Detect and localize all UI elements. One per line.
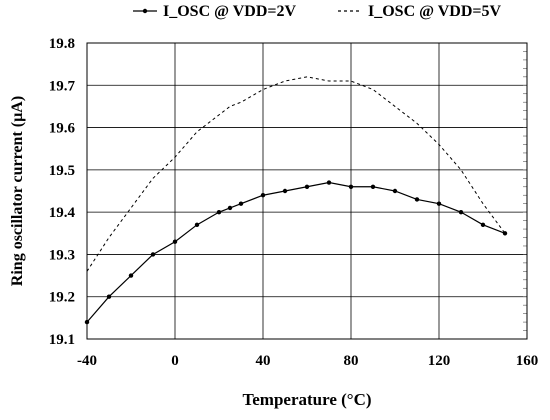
data-point xyxy=(227,205,233,211)
data-point xyxy=(238,201,244,206)
data-point xyxy=(436,201,442,206)
data-point xyxy=(370,184,376,189)
data-point xyxy=(128,273,134,278)
data-point xyxy=(282,188,288,194)
y-tick-label: 19.7 xyxy=(49,78,76,94)
y-tick-label: 19.2 xyxy=(49,290,75,306)
legend-marker xyxy=(142,8,148,14)
y-tick-label: 19.5 xyxy=(49,163,75,179)
data-point xyxy=(194,222,200,228)
y-tick-label: 19.6 xyxy=(49,121,76,137)
x-tick-label: 120 xyxy=(428,353,451,369)
x-tick-labels: -40 0 40 80 120 160 xyxy=(77,353,538,369)
y-axis-label: Ring oscillator current (µA) xyxy=(9,96,26,286)
legend: I_OSC @ VDD=2V I_OSC @ VDD=5V xyxy=(133,3,502,20)
data-point xyxy=(458,209,464,215)
legend-label: I_OSC @ VDD=5V xyxy=(368,3,502,20)
data-point xyxy=(414,197,420,202)
data-point xyxy=(172,239,178,244)
data-point xyxy=(392,188,398,194)
x-axis-label: Temperature (°C) xyxy=(242,390,371,409)
series-group xyxy=(84,76,508,325)
y-tick-label: 19.4 xyxy=(49,205,76,221)
y-tick-label: 19.1 xyxy=(49,332,75,348)
data-point xyxy=(216,209,222,215)
x-tick-label: 0 xyxy=(171,353,179,369)
plot-frame xyxy=(86,42,528,340)
data-point xyxy=(348,184,354,189)
data-point xyxy=(480,222,486,228)
x-tick-label: 160 xyxy=(516,353,539,369)
legend-label: I_OSC @ VDD=2V xyxy=(163,3,297,20)
series-line-2 xyxy=(86,76,506,272)
x-tick-label: -40 xyxy=(77,353,97,369)
grid-lines xyxy=(87,43,527,339)
y-tick-labels: 19.1 19.2 19.3 19.4 19.5 19.6 19.7 19.8 xyxy=(49,36,76,348)
y-tick-label: 19.8 xyxy=(49,36,75,52)
x-tick-label: 80 xyxy=(344,353,359,369)
data-point xyxy=(260,193,266,198)
data-point xyxy=(326,180,332,185)
x-tick-label: 40 xyxy=(256,353,271,369)
y-tick-label: 19.3 xyxy=(49,247,75,263)
data-point xyxy=(106,294,112,299)
data-point xyxy=(304,184,310,189)
minor-ticks xyxy=(523,51,527,331)
series-line-1 xyxy=(86,181,506,323)
data-point xyxy=(150,252,156,257)
